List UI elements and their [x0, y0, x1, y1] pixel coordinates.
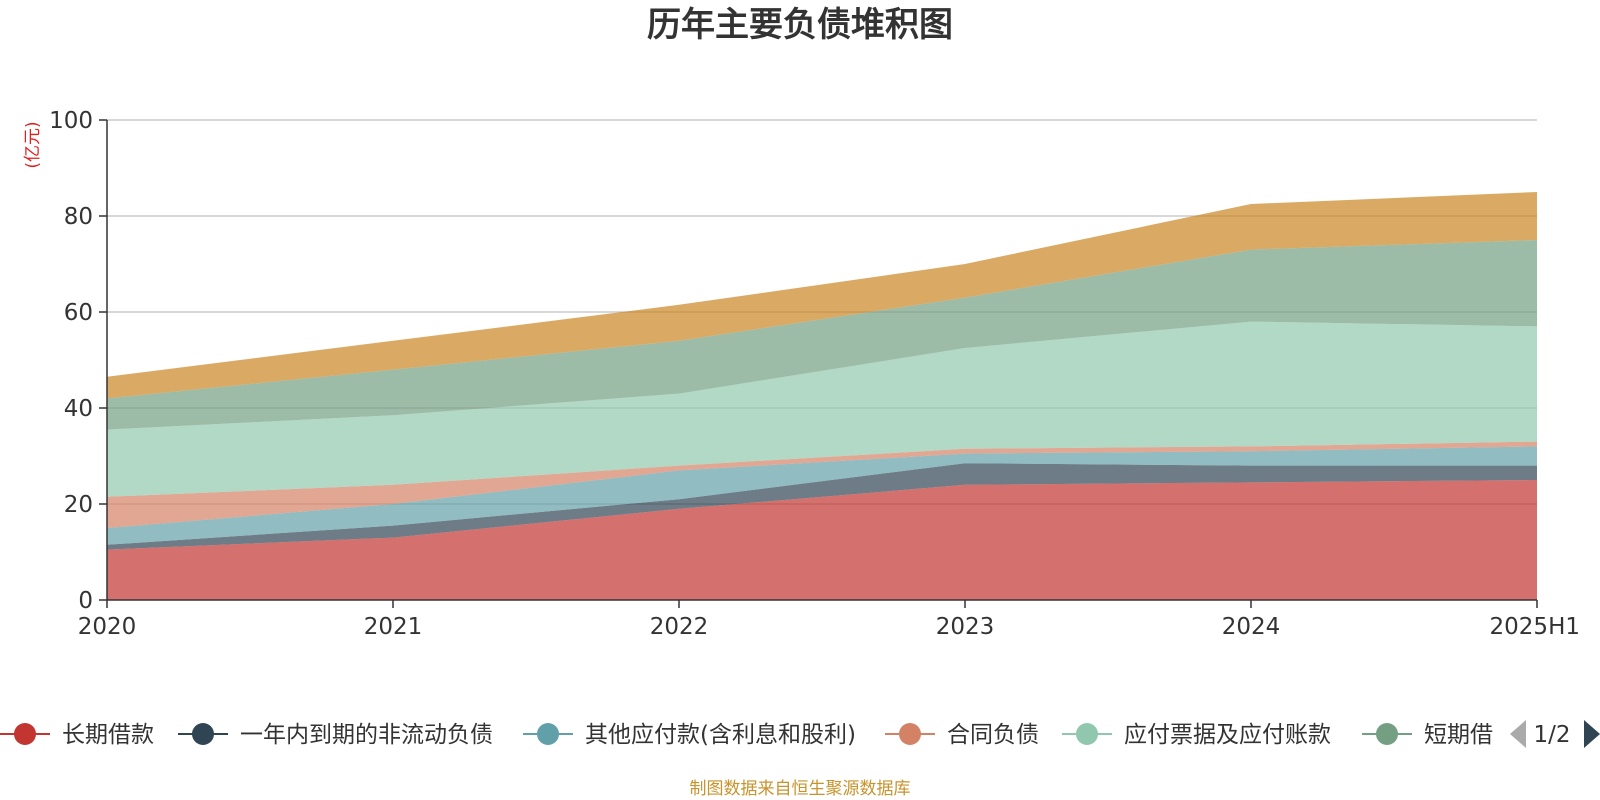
legend-page-indicator: 1/2	[1533, 722, 1570, 748]
legend-label: 合同负债	[947, 722, 1039, 748]
y-tick-label: 20	[64, 492, 93, 518]
area-series-7	[107, 192, 1537, 399]
legend-item[interactable]: 短期借	[1362, 722, 1493, 748]
legend-marker-icon	[537, 723, 559, 745]
legend-label: 其他应付款(含利息和股利)	[585, 722, 856, 748]
legend-item[interactable]: 长期借款	[0, 722, 154, 748]
area-series-2	[107, 463, 1537, 550]
legend-marker-icon	[192, 723, 214, 745]
y-tick-label: 0	[78, 588, 93, 614]
x-tick-label: 2025H1	[1490, 614, 1580, 640]
y-unit-label: (亿元)	[23, 121, 43, 168]
legend-label: 短期借	[1424, 722, 1493, 748]
x-tick-label: 2024	[1222, 614, 1281, 640]
area-series-6	[107, 240, 1537, 430]
x-tick-label: 2020	[78, 614, 137, 640]
y-tick-label: 60	[64, 300, 93, 326]
area-series-3	[107, 446, 1537, 545]
area-series-1	[107, 480, 1537, 600]
data-source-note: 制图数据来自恒生聚源数据库	[690, 779, 911, 799]
legend-label: 一年内到期的非流动负债	[240, 722, 493, 748]
legend-next-icon[interactable]	[1584, 720, 1600, 748]
y-tick-label: 100	[49, 108, 93, 134]
legend-label: 长期借款	[62, 722, 154, 748]
legend-item[interactable]: 其他应付款(含利息和股利)	[523, 722, 856, 748]
chart-title: 历年主要负债堆积图	[647, 5, 953, 45]
x-tick-label: 2021	[364, 614, 423, 640]
area-series-5	[107, 321, 1537, 497]
legend-marker-icon	[1376, 723, 1398, 745]
legend-pager: 1/2	[1510, 720, 1600, 748]
legend-marker-icon	[899, 723, 921, 745]
axes: 0 20 40 60 80 100 2020 2021 2022 2023 2024 2025H1	[49, 108, 1580, 640]
legend-item[interactable]: 一年内到期的非流动负债	[178, 722, 493, 748]
area-series	[107, 192, 1537, 600]
x-tick-label: 2023	[936, 614, 995, 640]
legend-label: 应付票据及应付账款	[1124, 722, 1331, 748]
y-tick-label: 40	[64, 396, 93, 422]
legend-prev-icon[interactable]	[1510, 720, 1526, 748]
legend-marker-icon	[1076, 723, 1098, 745]
y-tick-label: 80	[64, 204, 93, 230]
legend: 长期借款 一年内到期的非流动负债 其他应付款(含利息和股利) 合同负债 应付票据及应付账…	[0, 722, 1493, 748]
legend-marker-icon	[14, 723, 36, 745]
x-tick-label: 2022	[650, 614, 709, 640]
legend-item[interactable]: 合同负债	[885, 722, 1039, 748]
legend-item[interactable]: 应付票据及应付账款	[1062, 722, 1331, 748]
